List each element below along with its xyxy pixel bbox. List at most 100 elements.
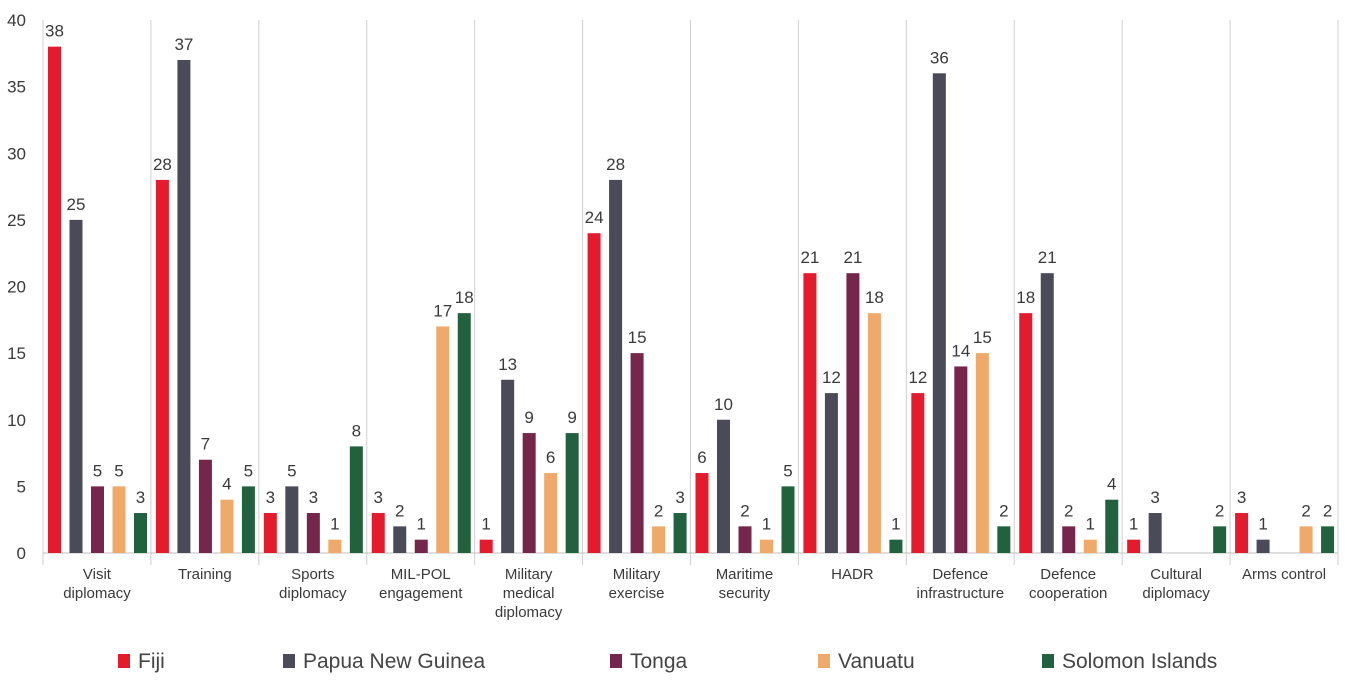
category-label: Sports diplomacy [279,566,347,602]
bar [652,526,666,553]
category-label: MIL-POL engagement [379,566,463,602]
data-label: 24 [585,208,604,227]
legend-label: Fiji [138,650,165,673]
bar [1256,539,1270,553]
category-label: Defence infrastructure [917,566,1005,602]
bar [112,486,126,553]
category-label: Military medical diplomacy [495,566,563,621]
legend-label: Tonga [630,650,688,673]
bar [673,513,687,553]
bar [544,473,558,553]
bar [695,473,709,553]
bar [349,446,363,553]
data-label: 3 [309,488,318,507]
data-label: 1 [481,515,490,534]
bar [846,273,860,553]
data-label: 5 [93,461,102,480]
data-label: 6 [546,448,555,467]
legend-item: Fiji [118,650,165,673]
bar [457,313,471,553]
bar [803,273,817,553]
legend-item: Vanuatu [818,650,915,673]
category-label: Cultural diplomacy [1142,566,1210,602]
bar [285,486,299,553]
bar [609,179,623,553]
data-label: 2 [654,501,663,520]
data-label: 2 [395,501,404,520]
legend-label: Solomon Islands [1062,650,1217,673]
data-label: 2 [740,501,749,520]
data-label: 1 [1086,515,1095,534]
legend-swatch [1042,654,1054,668]
legend-swatch [818,654,830,668]
data-label: 9 [567,408,576,427]
bar [198,459,212,553]
data-label: 18 [455,288,474,307]
bar [91,486,104,553]
data-label: 1 [762,515,771,534]
legend-label: Vanuatu [838,650,915,673]
category-label: Training [178,566,232,583]
data-label: 1 [330,515,339,534]
bar [220,499,234,553]
data-label: 12 [908,368,927,387]
bar [414,539,428,553]
data-label: 15 [628,328,647,347]
data-label: 8 [352,421,361,440]
data-label: 4 [1107,475,1116,494]
y-tick-label: 5 [17,477,26,496]
legend-swatch [118,654,130,668]
bar [393,526,407,553]
y-tick-label: 15 [7,344,26,363]
y-tick-label: 30 [7,144,26,163]
bar [867,313,881,553]
data-label: 28 [153,155,172,174]
bar [479,539,493,553]
data-label: 1 [1129,515,1138,534]
data-label: 4 [222,475,231,494]
data-label: 3 [675,488,684,507]
bar [69,219,83,553]
legend-item: Solomon Islands [1042,650,1217,673]
data-label: 2 [999,501,1008,520]
bar [1019,313,1033,553]
data-label: 2 [1323,501,1332,520]
data-label: 9 [524,408,533,427]
bar [522,433,536,553]
data-label: 10 [714,395,733,414]
bar [954,366,968,553]
data-label: 17 [433,301,452,320]
bar [1321,526,1335,553]
data-label: 3 [136,488,145,507]
bar [565,433,579,553]
data-label: 5 [114,461,123,480]
bar [1213,526,1227,553]
data-label: 1 [891,515,900,534]
data-label: 28 [606,155,625,174]
bar [717,419,730,553]
data-label: 1 [1258,515,1267,534]
bar [738,526,752,553]
data-label: 6 [697,448,706,467]
bar [911,393,925,553]
data-label: 21 [800,248,819,267]
data-label: 15 [973,328,992,347]
y-tick-label: 35 [7,78,26,97]
y-tick-label: 20 [7,278,26,297]
category-label: Maritime security [716,566,774,602]
y-tick-label: 10 [7,411,26,430]
data-label: 5 [783,461,792,480]
data-label: 1 [417,515,426,534]
legend-swatch [283,654,295,668]
bar [1148,513,1162,553]
bar [155,179,169,553]
data-label: 2 [1064,501,1073,520]
data-label: 13 [498,355,517,374]
category-label: HADR [831,566,874,583]
legend-label: Papua New Guinea [303,650,485,673]
